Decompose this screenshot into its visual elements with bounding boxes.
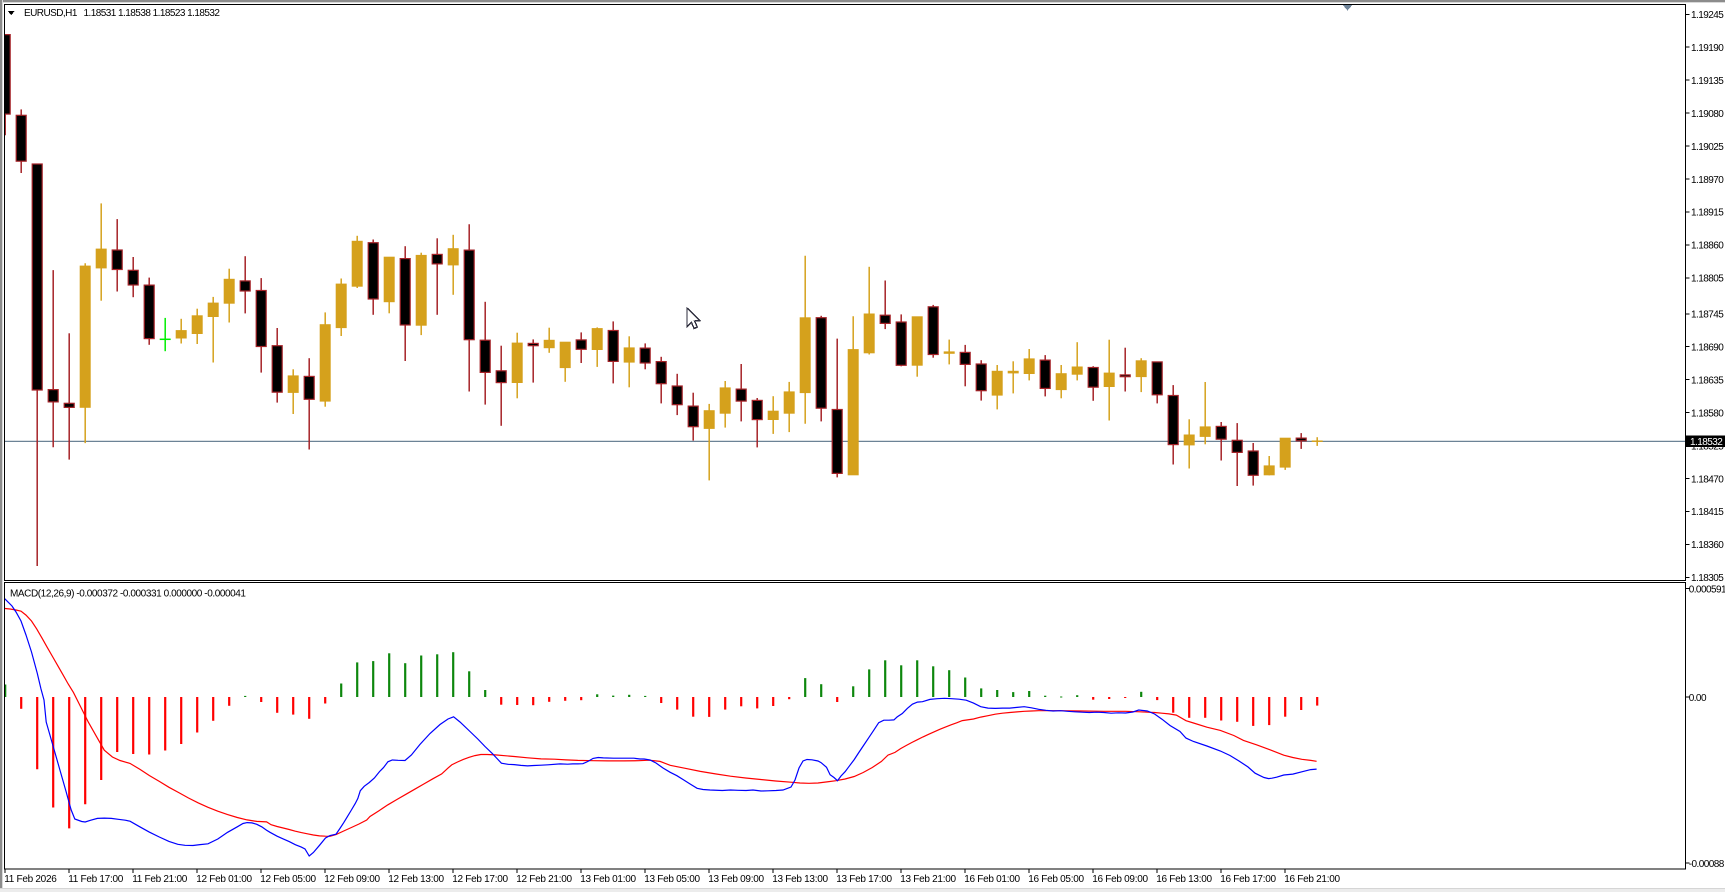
svg-text:1.18860: 1.18860 [1691,241,1724,252]
svg-text:1.18305: 1.18305 [1691,573,1724,584]
svg-text:13 Feb 05:00: 13 Feb 05:00 [644,874,700,885]
svg-text:12 Feb 05:00: 12 Feb 05:00 [260,874,316,885]
svg-text:13 Feb 13:00: 13 Feb 13:00 [772,874,828,885]
svg-text:EURUSD,H1 1.18531 1.18538 1.: EURUSD,H1 1.18531 1.18538 1.18523 1.1853… [24,8,220,19]
svg-text:1.18532: 1.18532 [1690,437,1723,448]
svg-text:12 Feb 09:00: 12 Feb 09:00 [324,874,380,885]
svg-text:16 Feb 17:00: 16 Feb 17:00 [1220,874,1276,885]
svg-text:1.19025: 1.19025 [1691,142,1724,153]
svg-text:1.18745: 1.18745 [1691,310,1724,321]
svg-text:11 Feb 17:00: 11 Feb 17:00 [68,874,124,885]
svg-text:1.18580: 1.18580 [1691,408,1724,419]
svg-text:1.19245: 1.19245 [1691,10,1724,21]
svg-text:1.18360: 1.18360 [1691,540,1724,551]
svg-text:0.00: 0.00 [1689,693,1707,704]
svg-text:16 Feb 01:00: 16 Feb 01:00 [964,874,1020,885]
svg-text:16 Feb 05:00: 16 Feb 05:00 [1028,874,1084,885]
svg-text:1.18690: 1.18690 [1691,343,1724,354]
svg-text:11 Feb 21:00: 11 Feb 21:00 [132,874,188,885]
svg-text:MACD(12,26,9) -0.000372 -0.000: MACD(12,26,9) -0.000372 -0.000331 0.0000… [10,589,246,600]
svg-text:-0.00088: -0.00088 [1689,859,1725,870]
svg-text:12 Feb 01:00: 12 Feb 01:00 [196,874,252,885]
svg-text:1.19190: 1.19190 [1691,43,1724,54]
svg-text:1.18915: 1.18915 [1691,208,1724,219]
svg-text:1.19135: 1.19135 [1691,76,1724,87]
svg-text:13 Feb 21:00: 13 Feb 21:00 [900,874,956,885]
svg-text:1.18635: 1.18635 [1691,376,1724,387]
svg-text:16 Feb 13:00: 16 Feb 13:00 [1156,874,1212,885]
svg-text:1.18470: 1.18470 [1691,474,1724,485]
svg-text:1.18970: 1.18970 [1691,175,1724,186]
svg-text:16 Feb 09:00: 16 Feb 09:00 [1092,874,1148,885]
svg-text:12 Feb 17:00: 12 Feb 17:00 [452,874,508,885]
svg-text:1.18415: 1.18415 [1691,507,1724,518]
svg-text:13 Feb 09:00: 13 Feb 09:00 [708,874,764,885]
svg-text:11 Feb 2026: 11 Feb 2026 [4,874,57,885]
svg-text:12 Feb 21:00: 12 Feb 21:00 [516,874,572,885]
svg-text:13 Feb 17:00: 13 Feb 17:00 [836,874,892,885]
svg-text:16 Feb 21:00: 16 Feb 21:00 [1284,874,1340,885]
svg-text:13 Feb 01:00: 13 Feb 01:00 [580,874,636,885]
svg-text:0.000591: 0.000591 [1689,584,1725,595]
svg-text:1.18805: 1.18805 [1691,274,1724,285]
svg-text:1.19080: 1.19080 [1691,109,1724,120]
svg-text:12 Feb 13:00: 12 Feb 13:00 [388,874,444,885]
